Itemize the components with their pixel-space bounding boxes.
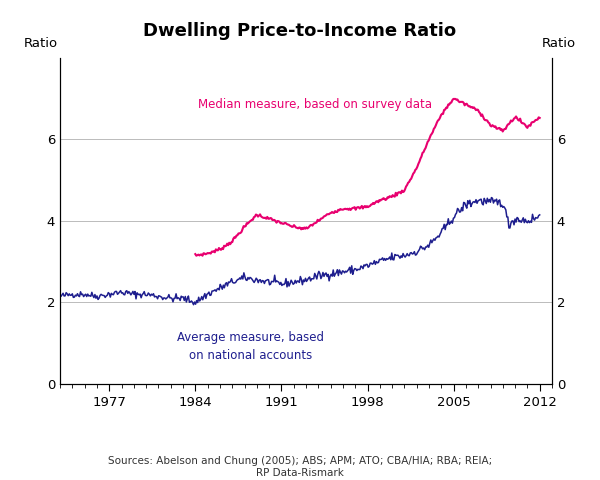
- Text: Ratio: Ratio: [542, 37, 576, 50]
- Text: Ratio: Ratio: [24, 37, 58, 50]
- Text: on national accounts: on national accounts: [189, 349, 312, 362]
- Text: Dwelling Price-to-Income Ratio: Dwelling Price-to-Income Ratio: [143, 22, 457, 40]
- Text: Sources: Abelson and Chung (2005); ABS; APM; ATO; CBA/HIA; RBA; REIA;
RP Data-Ri: Sources: Abelson and Chung (2005); ABS; …: [108, 456, 492, 478]
- Text: Average measure, based: Average measure, based: [177, 331, 324, 344]
- Text: Median measure, based on survey data: Median measure, based on survey data: [198, 98, 432, 111]
